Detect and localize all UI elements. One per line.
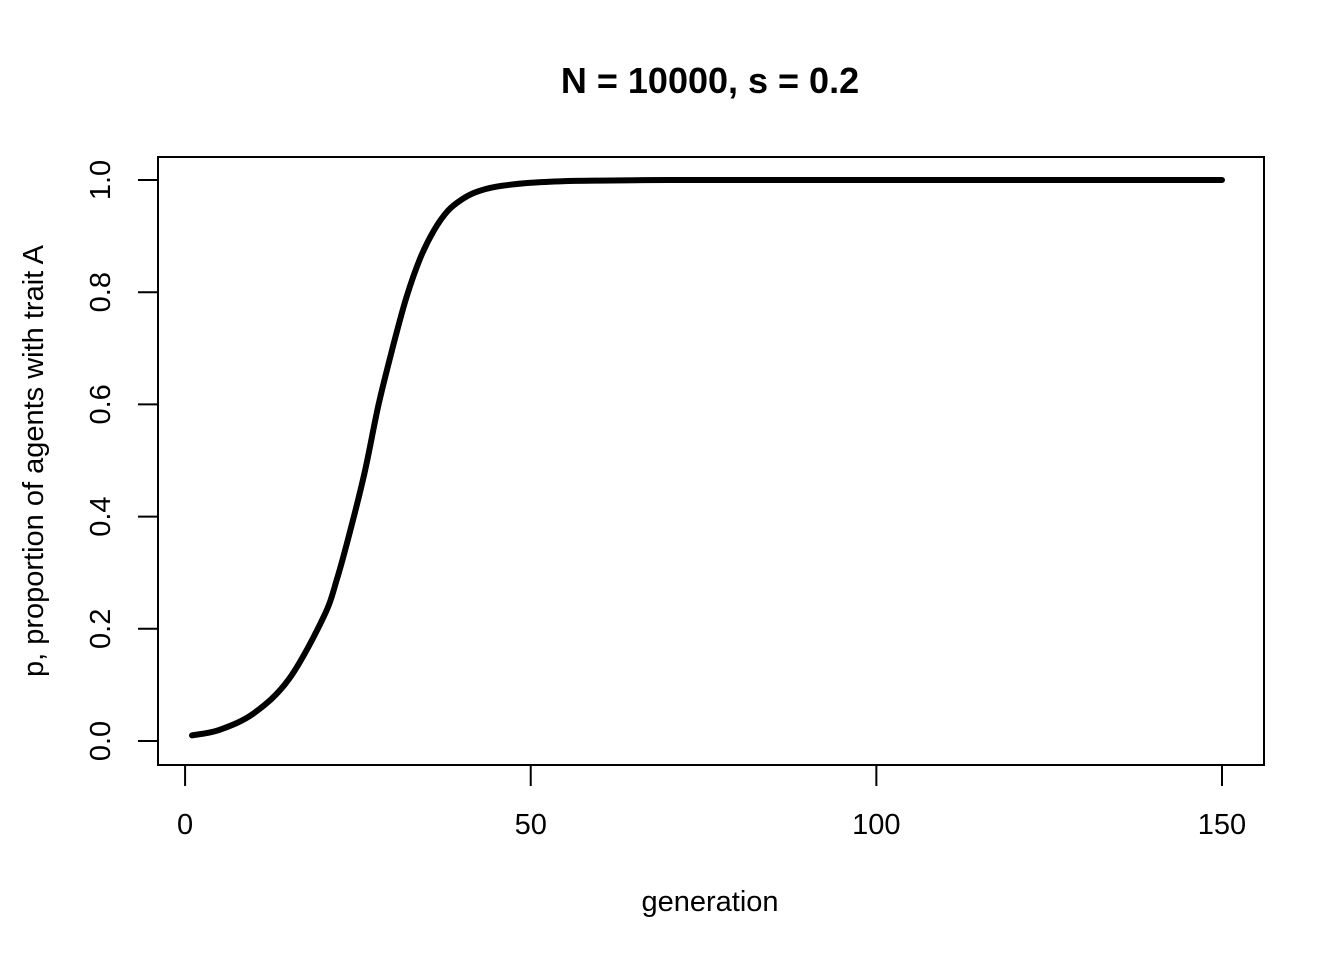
plot-frame [157, 156, 1265, 766]
x-tick-label: 100 [852, 809, 900, 841]
x-tick-label: 50 [515, 809, 547, 841]
x-axis-label: generation [641, 886, 778, 918]
y-tick-label: 0.0 [85, 721, 117, 761]
x-tick-label: 150 [1198, 809, 1246, 841]
y-tick-label: 0.4 [85, 496, 117, 536]
chart-title: N = 10000, s = 0.2 [561, 60, 859, 101]
y-tick-label: 0.8 [85, 272, 117, 312]
x-axis: 0 50 100 150 [177, 764, 1246, 841]
y-tick-label: 1.0 [85, 160, 117, 200]
y-axis-label: p, proportion of agents with trait A [18, 244, 50, 677]
series-line [189, 176, 1225, 739]
y-tick-label: 0.2 [85, 609, 117, 649]
y-axis: 0.0 0.2 0.4 0.6 0.8 1.0 [85, 160, 159, 761]
y-tick-label: 0.6 [85, 384, 117, 424]
x-tick-label: 0 [177, 809, 193, 841]
